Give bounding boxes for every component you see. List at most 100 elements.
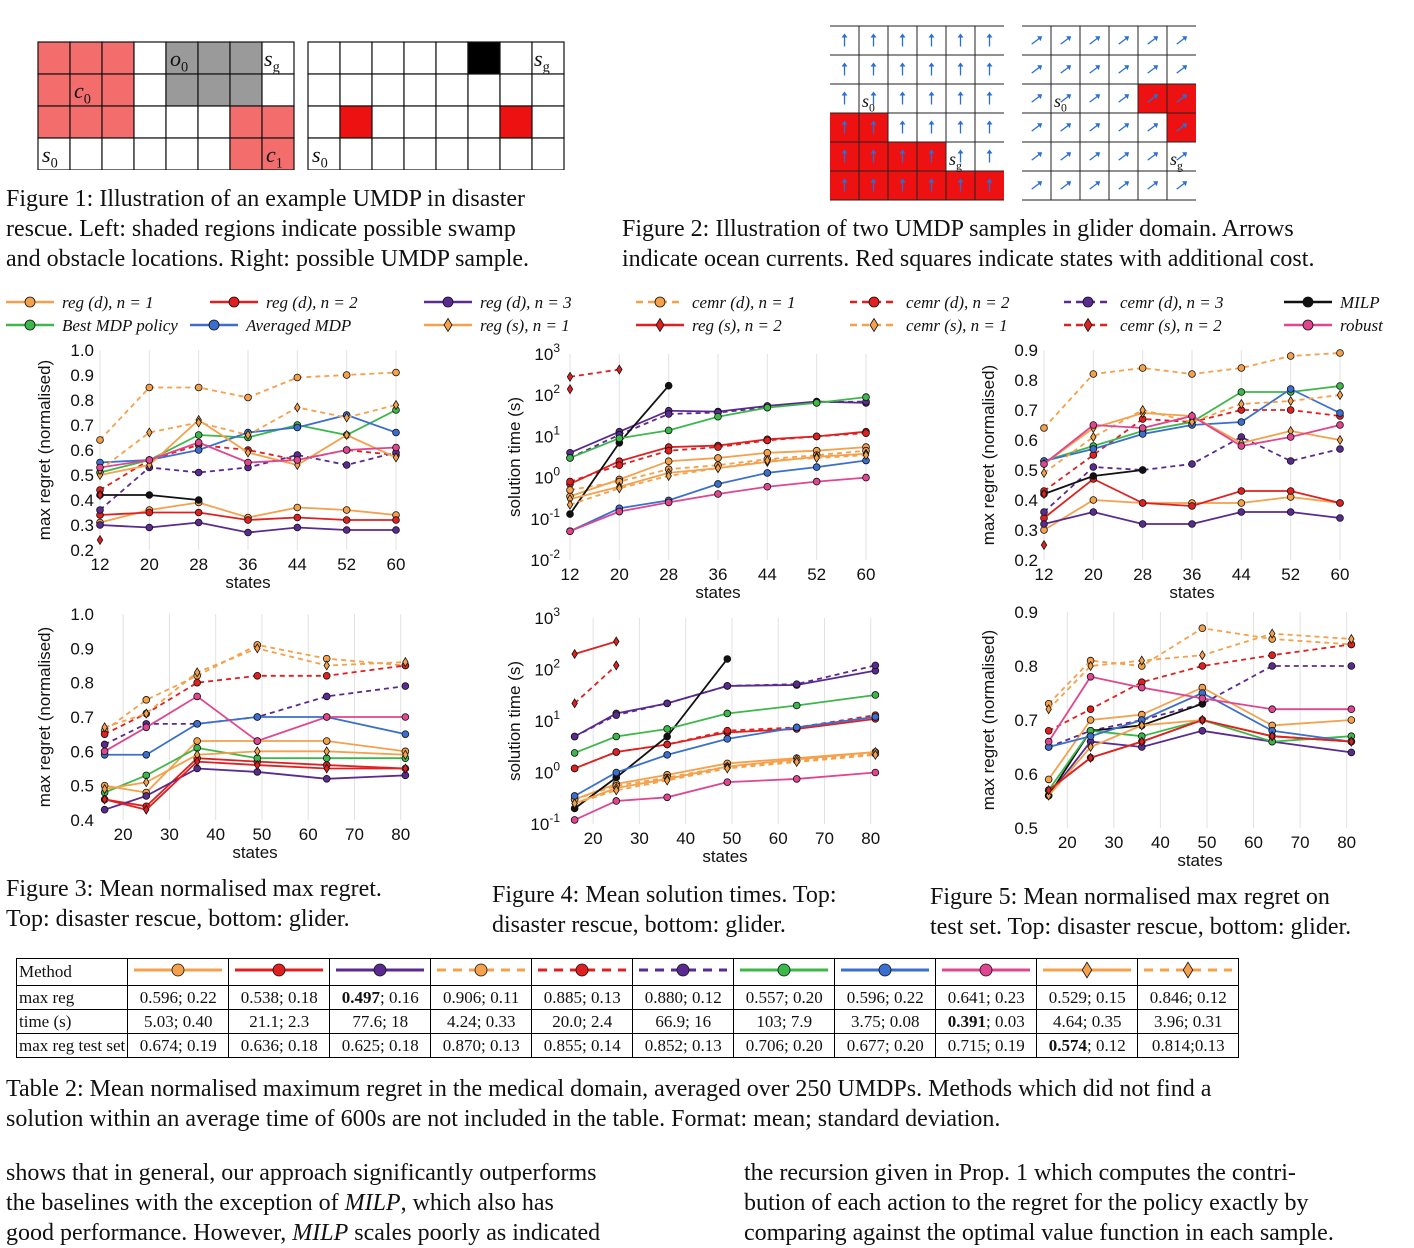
x-tick-label: 12 bbox=[561, 565, 580, 584]
current-arrowhead-icon bbox=[986, 33, 993, 38]
legend-marker bbox=[443, 317, 453, 333]
current-arrowhead-icon bbox=[957, 120, 964, 125]
data-point bbox=[294, 459, 301, 471]
x-tick-label: 30 bbox=[1104, 833, 1123, 852]
legend-marker bbox=[442, 296, 454, 308]
figure-3-caption: Figure 3: Mean normalised max regret. To… bbox=[6, 874, 476, 934]
data-point bbox=[194, 468, 203, 477]
figure-5-bottom-chart: 0.5 0.6 0.7 0.8 0.9 20 30 40 50 60 70 80 states max r… bbox=[979, 603, 1356, 870]
y-tick-label: 101 bbox=[534, 423, 560, 446]
table-header-method-icon bbox=[430, 958, 533, 986]
legend-label: MILP bbox=[1339, 293, 1380, 312]
data-point bbox=[293, 373, 302, 382]
table-cell: 0.391; 0.03 bbox=[935, 1009, 1038, 1034]
data-point bbox=[723, 726, 732, 735]
grid-cell bbox=[371, 73, 405, 107]
y-tick-label: 100 bbox=[534, 465, 560, 488]
data-point bbox=[142, 696, 151, 704]
data-point bbox=[663, 775, 671, 786]
series-line bbox=[574, 771, 876, 821]
data-point bbox=[664, 446, 673, 455]
grid-cell bbox=[37, 73, 71, 107]
current-arrowhead-icon bbox=[1066, 181, 1072, 187]
series-line bbox=[104, 647, 406, 729]
y-tick-label: 103 bbox=[534, 341, 560, 364]
legend-label: robust bbox=[1340, 316, 1384, 335]
table-cell: 3.75; 0.08 bbox=[834, 1009, 937, 1034]
data-point bbox=[342, 446, 351, 454]
current-arrowhead-icon bbox=[1037, 123, 1043, 129]
current-arrowhead-icon bbox=[928, 120, 935, 125]
label-c1: c1 bbox=[266, 142, 283, 170]
current-arrowhead-icon bbox=[1095, 152, 1101, 158]
data-point bbox=[663, 793, 671, 802]
legend-marker bbox=[474, 963, 488, 976]
data-point bbox=[714, 454, 722, 462]
legend-label: Averaged MDP bbox=[245, 316, 351, 335]
current-arrowhead-icon bbox=[928, 62, 935, 67]
y-axis-label: solution time (s) bbox=[505, 661, 524, 781]
legend-label: cemr (s), n = 2 bbox=[1120, 316, 1222, 335]
figure-3-top-chart: 0.2 0.3 0.4 0.5 0.6 0.7 0.8 0.9 1.0 12 20 28 36 44 52 6… bbox=[35, 341, 405, 592]
y-tick-label: 101 bbox=[534, 708, 560, 731]
figure-2-grids: s0 sg s0 sg bbox=[830, 25, 1196, 201]
current-arrowhead-icon bbox=[1037, 181, 1043, 187]
y-tick-label: 0.7 bbox=[1014, 401, 1038, 420]
method-line-icon bbox=[942, 963, 1031, 976]
y-tick-label: 0.4 bbox=[1014, 491, 1038, 510]
current-arrowhead-icon bbox=[1153, 36, 1159, 42]
data-point bbox=[244, 458, 252, 467]
legend-label: cemr (d), n = 3 bbox=[1120, 293, 1224, 312]
table-header-row: Method bbox=[15, 958, 1240, 986]
legend-marker bbox=[676, 963, 690, 976]
series-line bbox=[1047, 702, 1203, 797]
data-point bbox=[612, 768, 621, 777]
label-sg: sg bbox=[534, 46, 550, 76]
x-tick-label: 60 bbox=[1244, 833, 1263, 852]
table-header-method-icon bbox=[733, 958, 836, 986]
table-header-method-icon bbox=[935, 958, 1038, 986]
legend-label: reg (d), n = 2 bbox=[266, 293, 358, 312]
current-arrowhead-icon bbox=[1124, 94, 1130, 100]
data-point bbox=[723, 778, 732, 786]
data-point bbox=[1199, 650, 1206, 661]
data-point bbox=[1138, 466, 1147, 474]
data-point bbox=[142, 723, 151, 732]
best-value: 0.391 bbox=[947, 1011, 986, 1031]
data-point bbox=[145, 508, 154, 517]
data-point bbox=[1188, 502, 1196, 510]
x-tick-label: 44 bbox=[1232, 565, 1251, 584]
table-cell: 0.906; 0.11 bbox=[430, 985, 533, 1010]
current-arrowhead-icon bbox=[957, 149, 964, 154]
grid-cell bbox=[339, 105, 373, 139]
data-point bbox=[1138, 720, 1145, 731]
x-tick-label: 40 bbox=[206, 825, 225, 844]
series-line bbox=[574, 669, 876, 738]
grid-cell bbox=[229, 73, 263, 107]
current-arrowhead-icon bbox=[1153, 152, 1159, 158]
data-point bbox=[101, 783, 108, 795]
grid-cell bbox=[339, 41, 373, 75]
data-point bbox=[664, 410, 673, 418]
data-point bbox=[1087, 752, 1094, 763]
current-arrowhead-icon bbox=[899, 33, 906, 38]
method-line-icon bbox=[235, 963, 324, 976]
current-arrowhead-icon bbox=[928, 149, 935, 154]
data-point bbox=[1268, 628, 1276, 639]
figure-4-caption-line: Figure 4: Mean solution times. Top: bbox=[492, 882, 837, 908]
table-cell: 0.852; 0.13 bbox=[632, 1033, 735, 1058]
series-line bbox=[574, 716, 876, 797]
data-point bbox=[343, 429, 350, 441]
data-point bbox=[812, 399, 821, 407]
table-cell: 3.96; 0.31 bbox=[1137, 1009, 1240, 1034]
data-point bbox=[723, 682, 732, 690]
data-point bbox=[665, 470, 672, 482]
chart-legend: reg (d), n = 1 reg (d), n = 2 reg (d), n =… bbox=[6, 293, 1384, 335]
data-point bbox=[1045, 790, 1052, 801]
figure-3-bottom-chart: 0.4 0.5 0.6 0.7 0.8 0.9 1.0 20 30 40 50 60 70 80 state… bbox=[35, 605, 410, 862]
method-line-icon bbox=[437, 963, 526, 976]
y-tick-label: 0.2 bbox=[1014, 551, 1038, 570]
label-s0: s0 bbox=[42, 142, 58, 170]
current-arrowhead-icon bbox=[1037, 152, 1043, 158]
current-arrowhead-icon bbox=[957, 62, 964, 67]
